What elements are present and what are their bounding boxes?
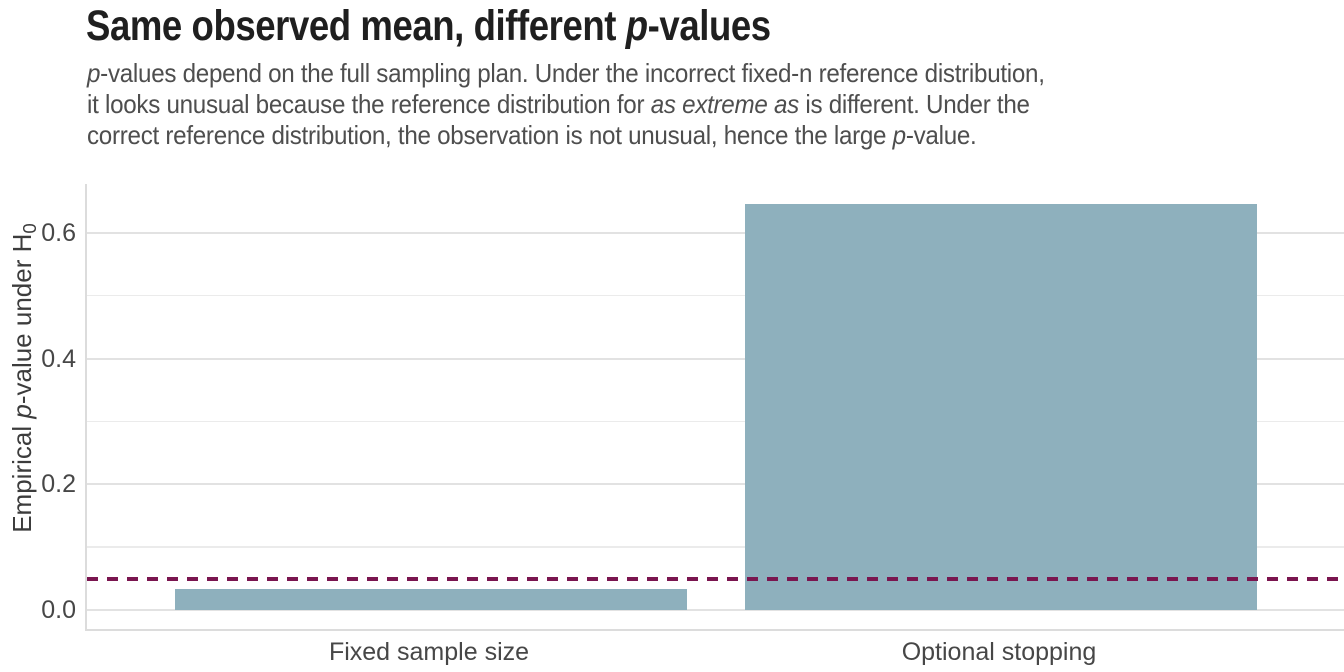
y-axis-title-segment-italic: p [7, 404, 38, 419]
bar-optional-stopping [745, 204, 1257, 611]
gridline-major [87, 609, 1344, 612]
y-tick-label-1: 0.2 [41, 470, 76, 499]
gridline-major [87, 357, 1344, 360]
gridline-minor [87, 294, 1344, 297]
x-tick-label-optional-stopping: Optional stopping [901, 638, 1097, 666]
gridline-major [87, 483, 1344, 486]
y-tick-label-3: 0.6 [41, 219, 76, 248]
significance-threshold-dashed-line [87, 576, 1344, 581]
x-tick-label-fixed-sample-size: Fixed sample size [328, 638, 530, 666]
subtitle-segment: -value. [905, 120, 977, 150]
subtitle-segment: -values depend on the full sampling plan… [100, 58, 1045, 88]
bar-fixed-sample-size [175, 589, 687, 611]
plot-panel [85, 184, 1344, 631]
subtitle-segment: correct reference distribution, the obse… [87, 120, 893, 150]
chart-title: Same observed mean, different p-values [86, 2, 771, 51]
subtitle-segment: is different. Under the [798, 89, 1030, 119]
subtitle-segment-italic: p [892, 120, 906, 150]
subtitle-line-3: correct reference distribution, the obse… [87, 120, 1045, 151]
chart-subtitle: p-values depend on the full sampling pla… [87, 58, 1045, 151]
gridline-major [87, 232, 1344, 235]
chart-title-part-italic: p [625, 2, 648, 50]
y-axis-title-segment: -value under H [7, 233, 38, 405]
chart-title-part: -values [647, 2, 771, 50]
gridline-minor [87, 546, 1344, 548]
subtitle-segment: it looks unusual because the reference d… [87, 89, 651, 119]
chart-title-part: Same observed mean, different [86, 2, 626, 50]
y-tick-label-2: 0.4 [41, 344, 76, 373]
y-tick-label-0: 0.0 [41, 596, 76, 625]
subtitle-segment-italic: p [87, 58, 101, 88]
subtitle-segment-italic: as extreme as [650, 89, 800, 119]
gridline-minor [87, 420, 1344, 423]
subtitle-line-1: p-values depend on the full sampling pla… [87, 58, 1045, 89]
subtitle-line-2: it looks unusual because the reference d… [87, 89, 1045, 120]
